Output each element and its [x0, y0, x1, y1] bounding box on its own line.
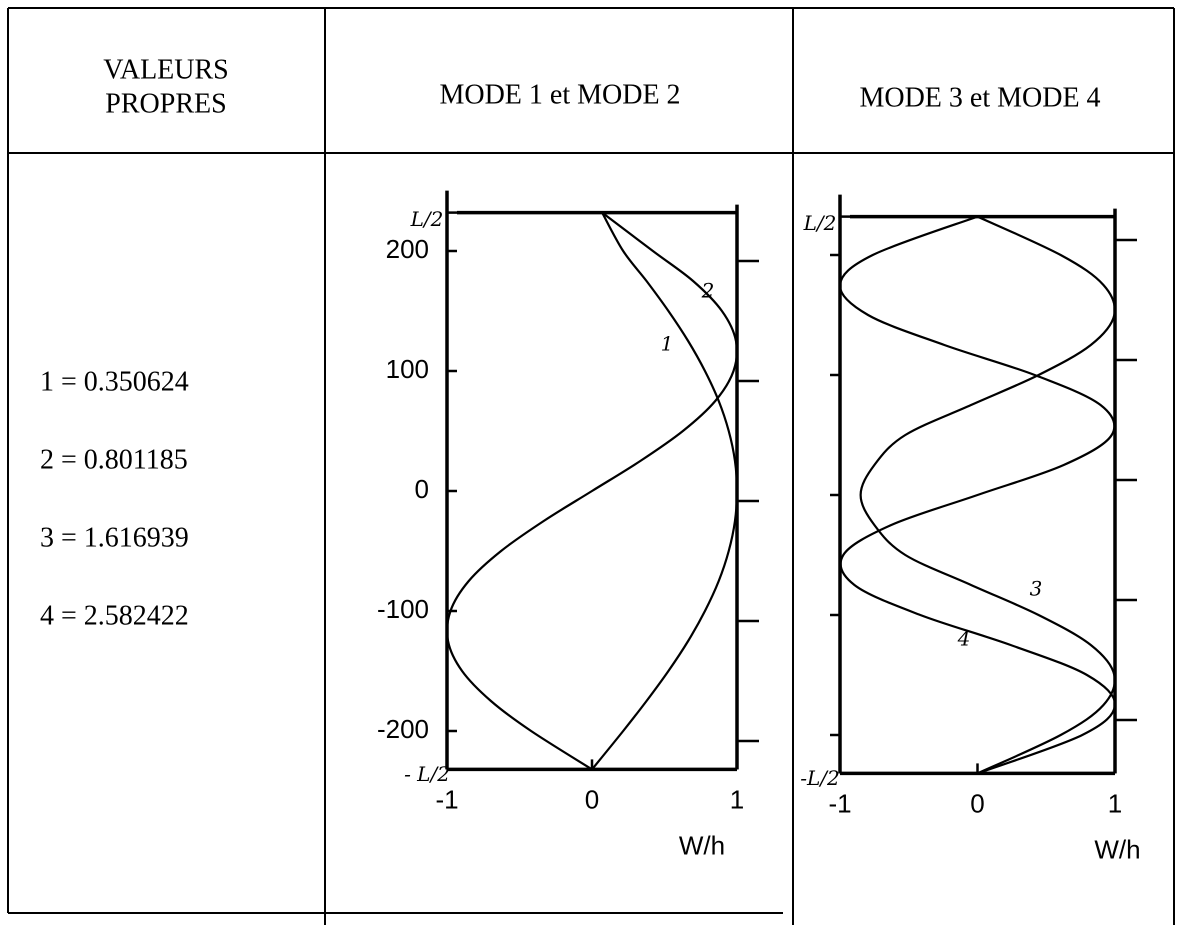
y-tick-label: L/2 — [410, 207, 444, 231]
x-tick-label: 1 — [1108, 788, 1122, 818]
x-tick-label: -1 — [828, 788, 851, 818]
mode-curve — [591, 212, 739, 771]
header-text: PROPRES — [105, 88, 226, 119]
header-text: MODE 1 et MODE 2 — [439, 79, 680, 110]
x-tick-label: 0 — [970, 788, 984, 818]
x-axis-label: W/h — [679, 830, 725, 860]
curve-label: 4 — [957, 627, 971, 651]
mode-curve — [859, 215, 1116, 775]
curve-label: 3 — [1030, 577, 1043, 601]
table-borders — [7, 7, 1175, 925]
eigenvalue: 2 = 0.801185 — [40, 444, 188, 475]
header-text: VALEURS — [103, 54, 229, 85]
curve-label: 1 — [661, 332, 674, 356]
mode-curve — [445, 211, 739, 771]
y-tick-label: - L/2 — [404, 762, 450, 786]
y-tick-label: -100 — [377, 594, 429, 624]
curve-label: 2 — [701, 279, 715, 303]
plot: -1 0 1 W/h L/2 -L/2 3 4 — [800, 194, 1141, 864]
eigenvalue: 4 = 2.582422 — [40, 600, 189, 631]
x-tick-label: -1 — [435, 784, 458, 814]
x-tick-label: 0 — [585, 784, 599, 814]
x-tick-label: 1 — [730, 784, 744, 814]
y-tick-label: -L/2 — [800, 766, 840, 790]
eigenvalue: 3 = 1.616939 — [40, 522, 189, 553]
y-tick-label: 100 — [386, 354, 429, 384]
y-tick-label: 200 — [386, 234, 429, 264]
y-tick-label: -200 — [377, 714, 429, 744]
mode-curve — [838, 215, 1117, 775]
x-axis-label: W/h — [1094, 834, 1140, 864]
y-tick-label: L/2 — [803, 211, 837, 235]
y-tick-label: 0 — [415, 474, 429, 504]
header-text: MODE 3 et MODE 4 — [859, 82, 1100, 113]
eigenvalue: 1 = 0.350624 — [40, 366, 189, 397]
